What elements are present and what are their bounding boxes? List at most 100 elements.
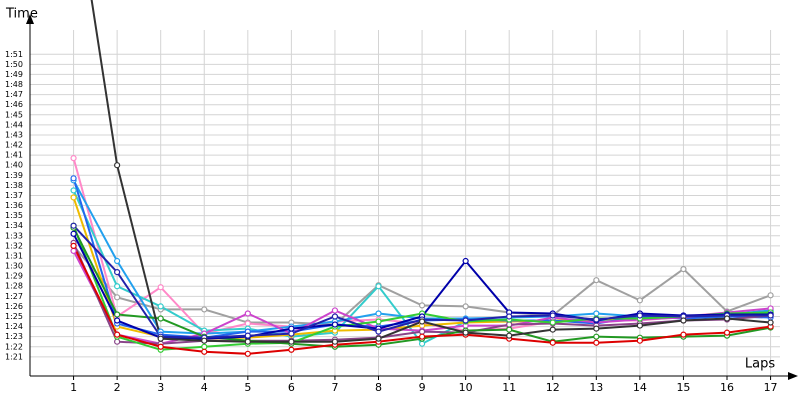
data-point <box>201 348 208 355</box>
data-point <box>244 350 251 357</box>
data-point <box>331 307 339 314</box>
y-tick-label: 1:46 <box>5 100 23 109</box>
x-axis-arrow <box>788 372 798 380</box>
y-tick-label: 1:51 <box>5 50 23 59</box>
data-point <box>70 242 77 249</box>
data-point <box>462 303 469 310</box>
data-point <box>418 318 426 325</box>
data-point <box>70 175 77 182</box>
y-tick-label: 1:26 <box>5 302 23 311</box>
y-tick-label: 1:23 <box>5 332 23 341</box>
y-tick-label: 1:49 <box>5 70 23 79</box>
y-tick-label: 1:43 <box>5 130 23 139</box>
data-point <box>288 346 295 353</box>
data-point <box>636 312 643 319</box>
y-tick-label: 1:40 <box>5 161 23 170</box>
data-point <box>201 337 208 344</box>
y-tick-label: 1:27 <box>5 292 23 301</box>
y-tick-label: 1:34 <box>5 221 23 230</box>
data-point <box>201 306 208 313</box>
data-point <box>114 331 121 338</box>
x-axis-title: Laps <box>745 357 775 372</box>
y-tick-label: 1:28 <box>5 282 23 291</box>
y-tick-label: 1:39 <box>5 171 23 180</box>
y-tick-label: 1:33 <box>5 231 23 240</box>
data-point <box>157 343 164 350</box>
y-axis-arrow <box>26 14 34 24</box>
data-point <box>70 194 77 201</box>
data-point <box>114 338 121 345</box>
x-tick-label: 13 <box>589 381 603 394</box>
data-point <box>70 230 77 237</box>
x-tick-label: 5 <box>244 381 251 394</box>
data-point <box>418 328 426 335</box>
data-point <box>593 339 600 346</box>
y-tick-label: 1:50 <box>5 60 23 69</box>
y-tick-label: 1:48 <box>5 80 23 89</box>
data-point <box>462 257 469 265</box>
data-point <box>418 340 426 347</box>
y-tick-label: 1:25 <box>5 312 23 321</box>
data-point <box>767 319 774 326</box>
data-point <box>114 294 121 301</box>
data-point <box>680 317 687 324</box>
data-point <box>70 187 77 194</box>
data-point <box>288 330 295 337</box>
plot-area <box>70 0 774 357</box>
data-point <box>375 310 382 317</box>
data-point <box>114 317 121 324</box>
data-point <box>549 339 556 346</box>
data-point <box>114 257 121 265</box>
data-point <box>375 318 382 325</box>
data-point <box>70 247 77 255</box>
data-point <box>593 316 600 323</box>
data-point <box>331 321 339 328</box>
data-point <box>288 338 295 345</box>
y-tick-label: 1:30 <box>5 262 23 271</box>
data-point <box>70 222 77 229</box>
y-tick-label: 1:45 <box>5 110 23 119</box>
y-tick-label: 1:37 <box>5 191 23 200</box>
x-tick-label: 11 <box>502 381 516 394</box>
y-tick-label: 1:31 <box>5 251 23 260</box>
y-tick-label: 1:29 <box>5 272 23 281</box>
data-point <box>157 335 164 342</box>
data-point <box>593 333 600 340</box>
data-point <box>636 322 643 329</box>
data-point <box>114 269 121 276</box>
y-tick-label: 1:38 <box>5 181 23 190</box>
data-point <box>462 329 469 336</box>
x-tick-label: 10 <box>459 381 473 394</box>
data-point <box>506 332 513 339</box>
data-point <box>636 337 643 344</box>
data-point <box>114 311 121 318</box>
data-point <box>375 335 382 342</box>
data-point <box>157 303 164 310</box>
y-axis-title: Time <box>5 7 38 22</box>
y-tick-label: 1:35 <box>5 211 23 220</box>
data-point <box>288 325 295 332</box>
data-point <box>201 343 208 350</box>
data-point <box>767 292 774 299</box>
data-point <box>549 312 556 319</box>
y-tick-label: 1:44 <box>5 120 23 129</box>
data-point <box>506 313 513 320</box>
data-point <box>506 321 513 328</box>
data-point <box>593 277 600 284</box>
x-tick-label: 4 <box>201 381 208 394</box>
y-tick-label: 1:47 <box>5 90 23 99</box>
data-point <box>636 297 643 304</box>
data-point <box>549 326 556 333</box>
x-tick-label: 3 <box>157 381 164 394</box>
data-point <box>593 325 600 332</box>
data-point <box>375 283 382 290</box>
data-point <box>375 328 382 335</box>
y-tick-label: 1:21 <box>5 352 23 361</box>
x-tick-label: 9 <box>419 381 426 394</box>
x-tick-label: 6 <box>288 381 295 394</box>
data-point <box>418 333 426 340</box>
x-tick-label: 7 <box>331 381 338 394</box>
data-point <box>593 310 600 317</box>
x-tick-label: 8 <box>375 381 382 394</box>
